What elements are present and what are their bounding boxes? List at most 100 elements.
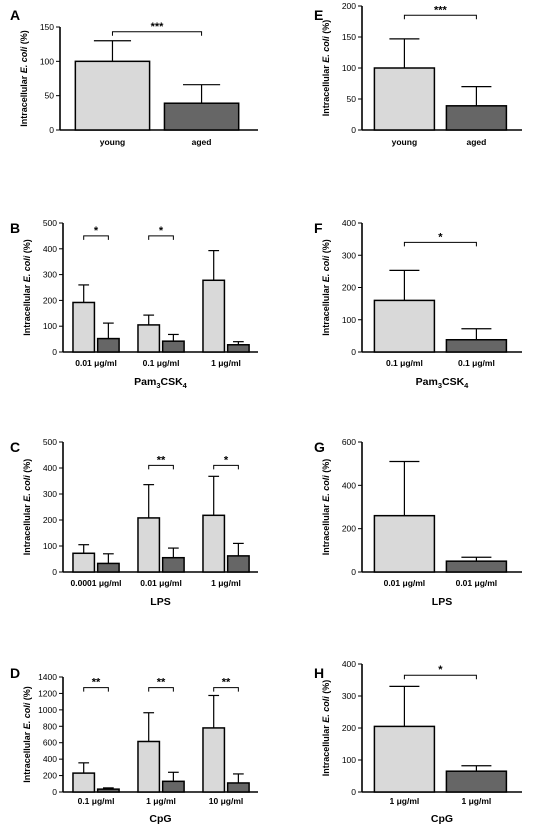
y-tick-label: 100 (342, 315, 356, 325)
y-tick-label: 100 (342, 63, 356, 73)
significance-label: ** (92, 677, 101, 689)
x-tick-label: aged (466, 137, 486, 147)
bar-young (137, 517, 161, 573)
y-tick-label: 0 (351, 787, 356, 797)
x-axis-label: LPS (432, 596, 452, 608)
significance-bracket (83, 687, 109, 692)
y-tick-label: 200 (342, 524, 356, 534)
bar-young (72, 552, 96, 573)
y-tick-label: 100 (40, 56, 54, 66)
y-axis-label: Intracellular E. coli (%) (22, 239, 32, 336)
bar-aged (96, 562, 120, 573)
bar-young (202, 727, 226, 793)
significance-bracket (403, 241, 477, 247)
significance-label: * (159, 225, 164, 237)
x-tick-label: 10 μg/ml (209, 796, 244, 806)
x-axis-label: CpG (431, 813, 453, 825)
y-tick-label: 200 (43, 771, 57, 781)
x-tick-label: 0.1 μg/ml (458, 358, 495, 368)
bar-aged (445, 105, 508, 131)
x-tick-label: 0.0001 μg/ml (71, 578, 122, 588)
bar-young (373, 514, 436, 573)
y-tick-label: 400 (43, 754, 57, 764)
significance-bracket (403, 14, 477, 20)
bar-aged (445, 560, 508, 573)
significance-label: ** (222, 677, 231, 689)
x-axis-label: Pam3CSK4 (416, 376, 470, 390)
panel-letter: G (314, 439, 325, 455)
bar-aged (161, 780, 185, 793)
bar-aged (163, 102, 240, 131)
y-tick-label: 100 (43, 541, 57, 551)
y-tick-label: 600 (342, 437, 356, 447)
panel-letter: H (314, 665, 324, 681)
y-tick-label: 150 (40, 22, 54, 32)
significance-label: ** (157, 677, 166, 689)
y-tick-label: 500 (43, 437, 57, 447)
bar-young (72, 772, 96, 793)
y-tick-label: 400 (43, 244, 57, 254)
significance-bracket (148, 235, 174, 240)
bar-aged (226, 782, 250, 793)
y-tick-label: 500 (43, 218, 57, 228)
panel-letter: B (10, 220, 20, 236)
bar-young (72, 301, 96, 353)
y-tick-label: 100 (342, 755, 356, 765)
panel-letter: C (10, 439, 20, 455)
x-tick-label: 0.1 μg/ml (143, 358, 180, 368)
y-axis-label: Intracellular E. coli (%) (22, 686, 32, 783)
x-tick-label: 1 μg/ml (390, 796, 420, 806)
bar-young (373, 299, 436, 353)
bar-young (137, 740, 161, 793)
significance-label: *** (151, 21, 165, 33)
y-tick-label: 100 (43, 321, 57, 331)
panel-letter: A (10, 7, 20, 23)
x-tick-label: 1 μg/ml (462, 796, 492, 806)
y-tick-label: 200 (342, 283, 356, 293)
x-tick-label: 0.1 μg/ml (78, 796, 115, 806)
x-tick-label: 0.01 μg/ml (456, 578, 498, 588)
x-axis-label: Pam3CSK4 (134, 376, 188, 390)
y-tick-label: 0 (52, 787, 57, 797)
y-tick-label: 300 (43, 270, 57, 280)
panel-letter: D (10, 665, 20, 681)
x-tick-label: 0.01 μg/ml (140, 578, 182, 588)
significance-label: *** (434, 4, 448, 16)
bar-aged (161, 340, 185, 353)
panel-letter: F (314, 220, 323, 236)
x-tick-label: 0.1 μg/ml (386, 358, 423, 368)
bar-young (373, 67, 436, 131)
chart-panel-g: G Intracellular E. coli (%) 0 200 400 600 0.01… (314, 437, 522, 608)
x-axis-label: LPS (150, 596, 170, 608)
y-axis-label: Intracellular E. coli (%) (321, 680, 331, 777)
y-tick-label: 150 (342, 32, 356, 42)
y-tick-label: 600 (43, 738, 57, 748)
x-axis-label: CpG (149, 813, 171, 825)
y-tick-label: 0 (52, 567, 57, 577)
y-tick-label: 0 (351, 567, 356, 577)
y-tick-label: 1000 (38, 705, 57, 715)
bar-young (202, 514, 226, 573)
y-tick-label: 0 (351, 347, 356, 357)
y-axis-label: Intracellular E. coli (%) (321, 20, 331, 117)
bar-aged (161, 556, 185, 573)
significance-label: * (438, 664, 443, 676)
y-tick-label: 300 (342, 250, 356, 260)
significance-label: * (94, 225, 99, 237)
y-tick-label: 0 (49, 125, 54, 135)
chart-panel-f: F Intracellular E. coli (%) 0 100 200 300 400 0… (314, 218, 522, 390)
y-tick-label: 200 (342, 723, 356, 733)
y-tick-label: 200 (342, 1, 356, 11)
y-tick-label: 400 (43, 463, 57, 473)
bar-young (202, 279, 226, 353)
y-tick-label: 400 (342, 218, 356, 228)
y-tick-label: 800 (43, 721, 57, 731)
significance-bracket (148, 687, 174, 692)
y-axis-label: Intracellular E. coli (%) (19, 30, 29, 127)
y-tick-label: 0 (351, 125, 356, 135)
